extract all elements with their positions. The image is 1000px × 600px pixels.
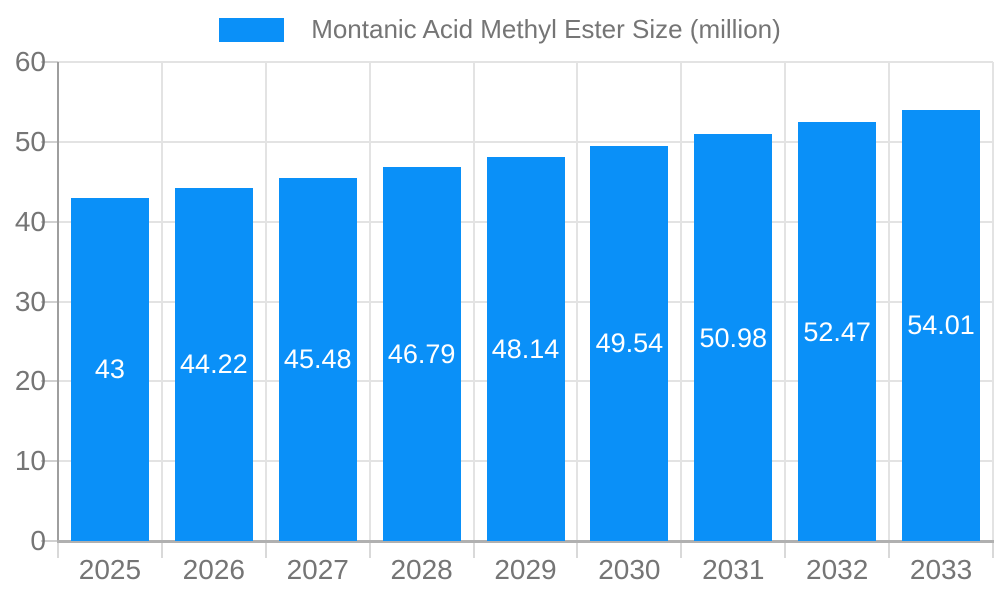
y-tick-label: 40 bbox=[14, 205, 46, 237]
legend: Montanic Acid Methyl Ester Size (million… bbox=[0, 14, 1000, 45]
x-axis-tick bbox=[680, 543, 683, 558]
bar-value-label: 46.79 bbox=[387, 339, 456, 370]
x-axis-tick bbox=[368, 543, 371, 558]
y-tick-label: 0 bbox=[30, 525, 46, 556]
x-tick-label: 2031 bbox=[702, 554, 765, 585]
y-gridline bbox=[58, 140, 993, 143]
bar-value-label: 43 bbox=[94, 354, 125, 385]
x-tick-label: 2026 bbox=[182, 554, 245, 585]
legend-label: Montanic Acid Methyl Ester Size (million… bbox=[311, 14, 781, 44]
x-tick-label: 2030 bbox=[598, 554, 661, 585]
bar[interactable] bbox=[70, 197, 149, 541]
bar[interactable] bbox=[278, 177, 357, 541]
y-tick-label: 50 bbox=[14, 125, 46, 157]
bar[interactable] bbox=[694, 134, 773, 541]
y-axis-line bbox=[57, 62, 59, 543]
y-tick-label: 30 bbox=[14, 285, 46, 317]
x-gridline bbox=[368, 62, 371, 540]
bar-value-label: 49.54 bbox=[595, 328, 664, 359]
x-axis-tick bbox=[264, 543, 267, 558]
bar[interactable] bbox=[902, 109, 981, 541]
x-axis-tick bbox=[576, 543, 579, 558]
bar[interactable] bbox=[174, 187, 253, 541]
legend-swatch bbox=[219, 17, 285, 42]
x-tick-label: 2029 bbox=[494, 554, 557, 585]
x-tick-label: 2028 bbox=[390, 554, 453, 585]
legend-item[interactable]: Montanic Acid Methyl Ester Size (million… bbox=[219, 14, 781, 45]
y-axis-tick bbox=[41, 61, 58, 63]
y-tick-label: 10 bbox=[14, 445, 46, 477]
x-gridline bbox=[160, 62, 163, 540]
y-gridline bbox=[58, 61, 993, 63]
bar-value-label: 50.98 bbox=[699, 322, 768, 353]
y-axis-tick bbox=[41, 460, 58, 463]
y-axis-tick bbox=[41, 380, 58, 383]
bar-value-label: 44.22 bbox=[180, 349, 248, 380]
y-axis-tick bbox=[41, 140, 58, 143]
x-axis-line bbox=[57, 540, 994, 543]
x-tick-label: 2027 bbox=[286, 554, 349, 585]
bar-value-label: 48.14 bbox=[491, 333, 560, 364]
bar-value-label: 52.47 bbox=[803, 316, 871, 347]
x-axis-tick bbox=[472, 543, 475, 558]
x-axis-tick bbox=[57, 543, 59, 558]
bar[interactable] bbox=[798, 122, 877, 541]
x-axis-tick bbox=[992, 543, 994, 558]
y-tick-label: 20 bbox=[14, 365, 46, 397]
bar-value-label: 45.48 bbox=[283, 344, 352, 375]
x-tick-label: 2033 bbox=[909, 554, 973, 585]
y-axis-tick bbox=[41, 300, 58, 303]
x-gridline bbox=[888, 62, 891, 540]
bar[interactable] bbox=[590, 145, 669, 541]
x-gridline bbox=[264, 62, 267, 540]
y-tick-label: 60 bbox=[14, 46, 46, 77]
x-axis-tick bbox=[160, 543, 163, 558]
y-axis-tick bbox=[41, 220, 58, 223]
x-axis-tick bbox=[784, 543, 787, 558]
x-gridline bbox=[576, 62, 579, 540]
y-axis-tick bbox=[41, 540, 58, 542]
x-tick-label: 2032 bbox=[806, 554, 869, 585]
bar-value-label: 54.01 bbox=[907, 310, 975, 341]
x-gridline bbox=[680, 62, 683, 540]
bar[interactable] bbox=[382, 167, 461, 541]
bar[interactable] bbox=[486, 156, 565, 541]
x-gridline bbox=[784, 62, 787, 540]
x-tick-label: 2025 bbox=[78, 554, 142, 585]
x-gridline bbox=[472, 62, 475, 540]
x-axis-tick bbox=[888, 543, 891, 558]
x-gridline bbox=[992, 62, 994, 540]
